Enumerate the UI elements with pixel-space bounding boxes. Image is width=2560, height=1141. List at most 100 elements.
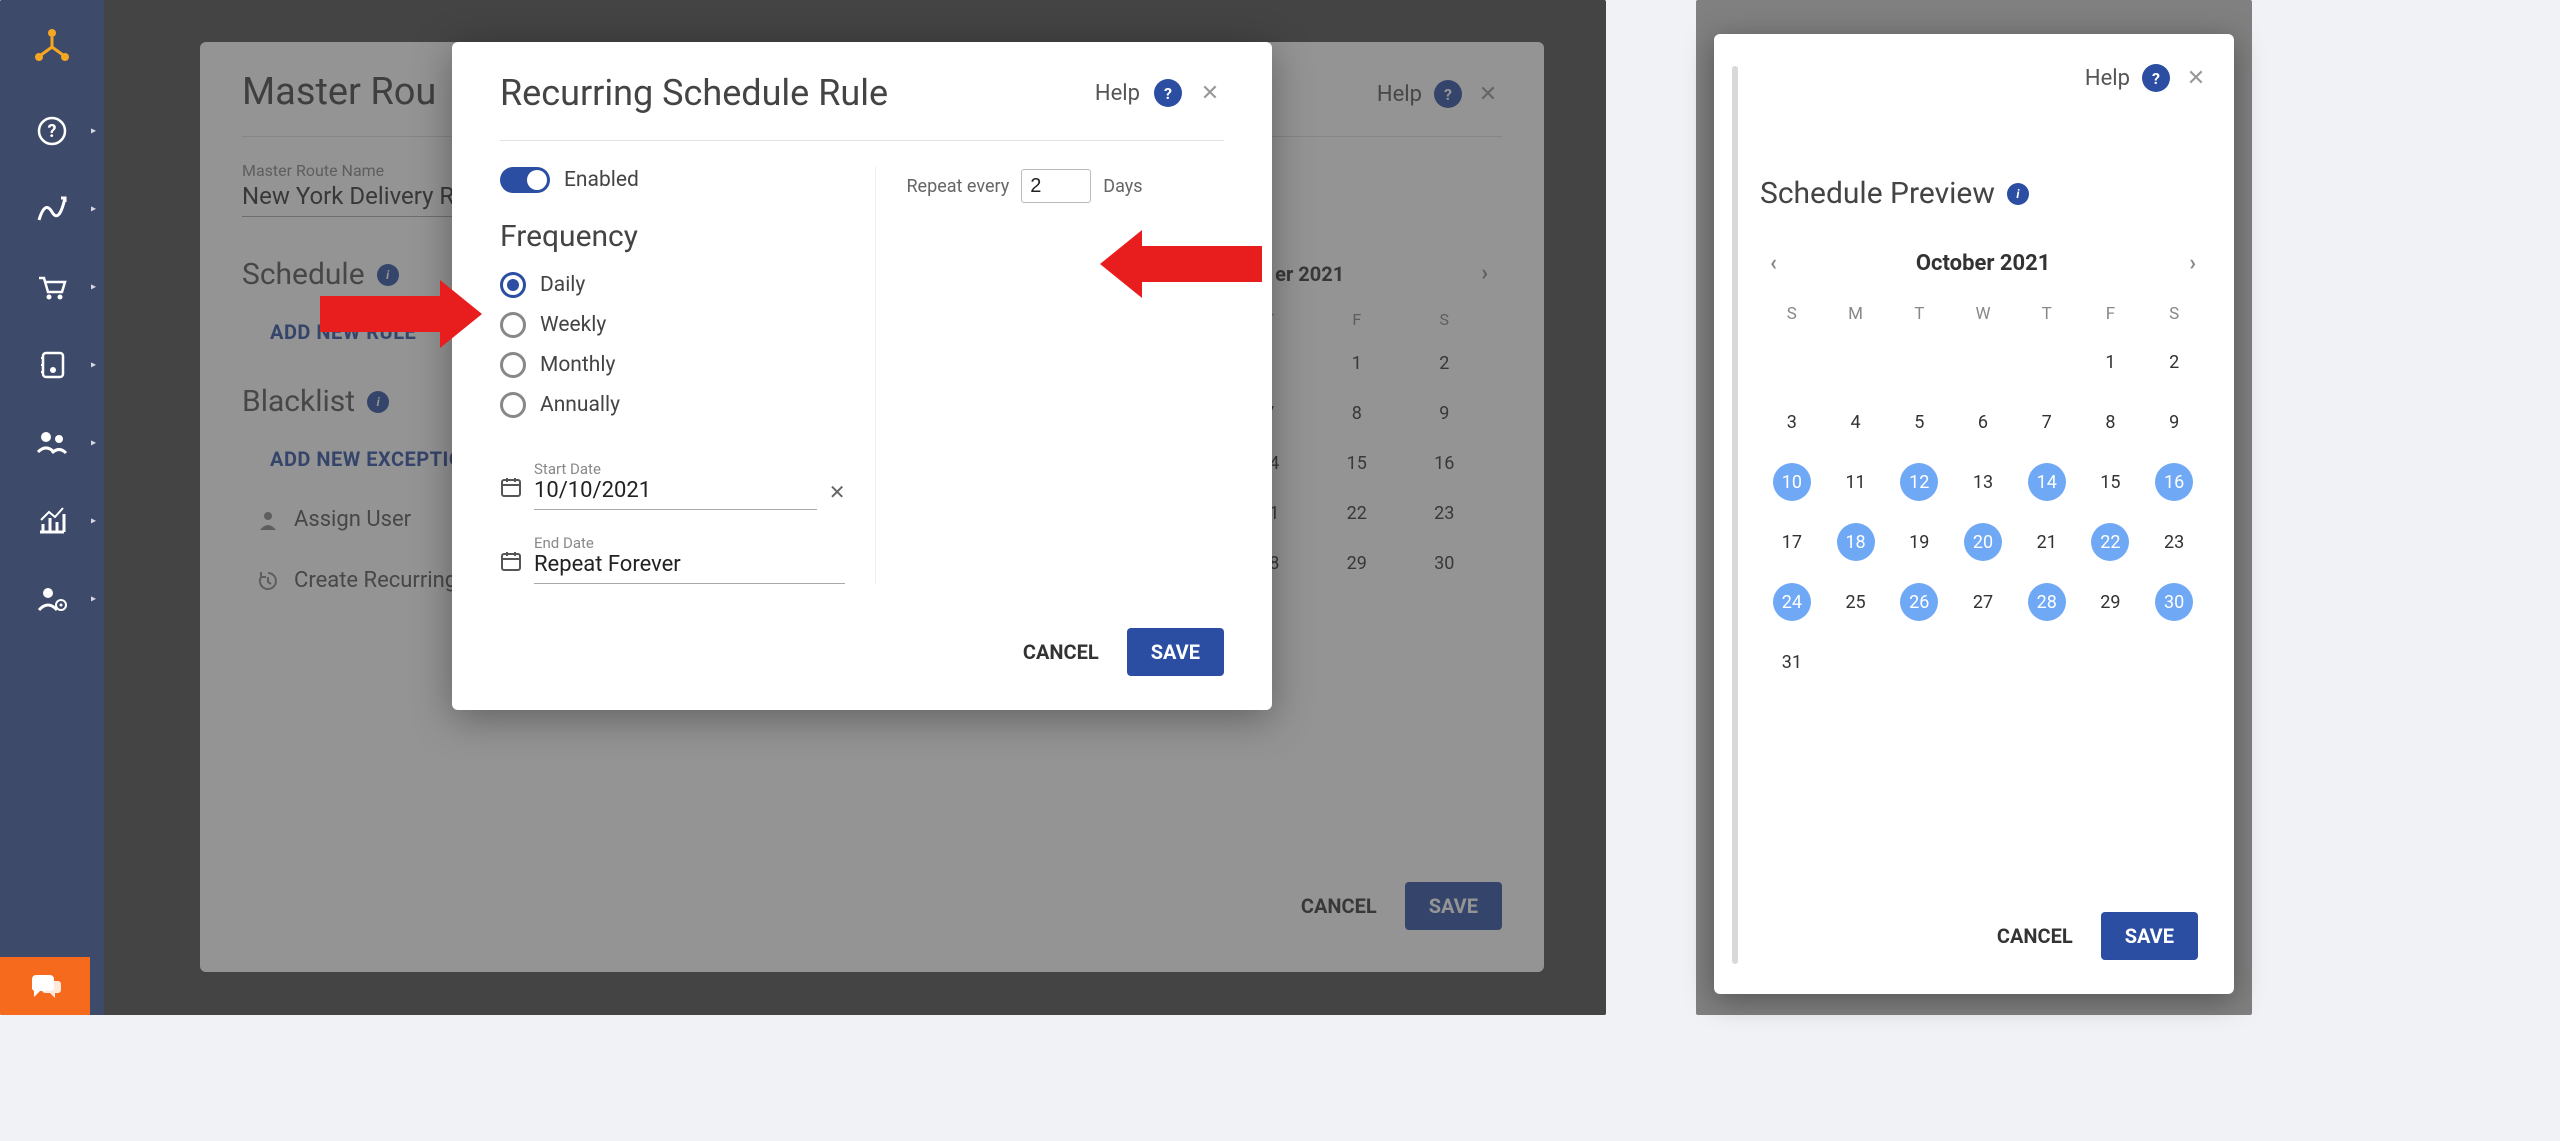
calendar-day[interactable]: 14	[2015, 460, 2079, 504]
save-button[interactable]: SAVE	[2101, 912, 2198, 960]
calendar-day[interactable]: 12	[1887, 460, 1951, 504]
right-help: Help ? ✕	[2085, 64, 2210, 92]
bg-footer: CANCEL SAVE	[1301, 882, 1502, 930]
close-icon[interactable]: ✕	[1474, 80, 1502, 108]
next-month-button[interactable]: ›	[2189, 251, 2196, 276]
calendar-day[interactable]: 19	[1887, 520, 1951, 564]
calendar-day[interactable]: 5	[1887, 400, 1951, 444]
calendar-day[interactable]: 3	[1760, 400, 1824, 444]
calendar-day[interactable]: 8	[2079, 400, 2143, 444]
sidebar-item-orders[interactable]: ▸	[0, 248, 104, 326]
preview-title: Schedule Preview i	[1760, 176, 2206, 211]
end-date-field[interactable]: End Date Repeat Forever	[500, 534, 845, 584]
repeat-every-row: Repeat every Days	[906, 169, 1224, 203]
sidebar-item-team[interactable]: ▸	[0, 404, 104, 482]
frequency-title: Frequency	[500, 219, 845, 254]
calendar-day[interactable]: 9	[2142, 400, 2206, 444]
help-label[interactable]: Help	[1377, 82, 1422, 107]
enabled-toggle[interactable]	[500, 167, 550, 193]
calendar-day[interactable]: 16	[2142, 460, 2206, 504]
calendar-day[interactable]: 15	[2079, 460, 2143, 504]
sidebar-item-analytics[interactable]: ▸	[0, 482, 104, 560]
close-icon[interactable]: ✕	[1196, 79, 1224, 107]
calendar-day[interactable]: 18	[1824, 520, 1888, 564]
info-icon[interactable]: i	[367, 391, 389, 413]
calendar-day[interactable]: 1	[2079, 340, 2143, 384]
team-icon	[33, 424, 71, 462]
radio-annually[interactable]: Annually	[500, 392, 845, 418]
calendar-day	[1824, 640, 1888, 684]
right-screenshot: Help ? ✕ Schedule Preview i ‹ October 20…	[1696, 0, 2252, 1015]
calendar-day[interactable]: 24	[1760, 580, 1824, 624]
calendar-weekday-header: SMTWTFS	[1760, 304, 2206, 324]
calendar-day[interactable]: 23	[2142, 520, 2206, 564]
user-gear-icon	[33, 580, 71, 618]
calendar-day[interactable]: 11	[1824, 460, 1888, 504]
radio-icon	[500, 392, 526, 418]
calendar-day[interactable]: 22	[2079, 520, 2143, 564]
calendar-day[interactable]: 25	[1824, 580, 1888, 624]
calendar-day[interactable]: 29	[2079, 580, 2143, 624]
calendar-day[interactable]: 2	[2142, 340, 2206, 384]
radio-monthly[interactable]: Monthly	[500, 352, 845, 378]
chat-icon	[28, 971, 62, 1001]
recurring-rule-modal: Recurring Schedule Rule Help ? ✕ Enabled…	[452, 42, 1272, 710]
calendar-day	[1951, 640, 2015, 684]
calendar-day[interactable]: 4	[1824, 400, 1888, 444]
calendar-day	[1887, 640, 1951, 684]
sidebar-item-help[interactable]: ? ▸	[0, 92, 104, 170]
prev-month-button[interactable]: ‹	[1770, 251, 1777, 276]
radio-icon	[500, 352, 526, 378]
save-button[interactable]: SAVE	[1405, 882, 1502, 930]
chat-button[interactable]	[0, 957, 90, 1015]
calendar-day[interactable]: 20	[1951, 520, 2015, 564]
radio-daily[interactable]: Daily	[500, 272, 845, 298]
radio-icon	[500, 312, 526, 338]
next-month-button[interactable]: ›	[1481, 261, 1488, 286]
calendar-body: 1234567891011121314151617181920212223242…	[1760, 340, 2206, 684]
info-icon[interactable]: i	[2007, 183, 2029, 205]
help-label[interactable]: Help	[1095, 81, 1140, 106]
calendar-day[interactable]: 26	[1887, 580, 1951, 624]
clear-start-date[interactable]: ✕	[829, 480, 846, 510]
sidebar-item-routes[interactable]: ▸	[0, 170, 104, 248]
sidebar-item-addressbook[interactable]: ▸	[0, 326, 104, 404]
help-icon[interactable]: ?	[2142, 64, 2170, 92]
calendar-day[interactable]: 28	[2015, 580, 2079, 624]
calendar-day[interactable]: 7	[2015, 400, 2079, 444]
modal-title: Recurring Schedule Rule	[500, 72, 888, 114]
calendar-icon	[500, 550, 522, 584]
calendar-day[interactable]: 21	[2015, 520, 2079, 564]
cancel-button[interactable]: CANCEL	[1023, 640, 1099, 664]
calendar-day	[1887, 340, 1951, 384]
calendar-day	[1951, 340, 2015, 384]
calendar-day[interactable]: 13	[1951, 460, 2015, 504]
radio-icon	[500, 272, 526, 298]
addressbook-icon	[33, 346, 71, 384]
calendar-day[interactable]: 17	[1760, 520, 1824, 564]
calendar-day	[2015, 640, 2079, 684]
repeat-value-input[interactable]	[1021, 169, 1091, 203]
cancel-button[interactable]: CANCEL	[1997, 924, 2073, 948]
calendar-day[interactable]: 31	[1760, 640, 1824, 684]
enabled-toggle-row[interactable]: Enabled	[500, 167, 845, 193]
frequency-radio-group: Daily Weekly Monthly Annually	[500, 272, 845, 418]
calendar-day[interactable]: 30	[2142, 580, 2206, 624]
calendar-day[interactable]: 6	[1951, 400, 2015, 444]
radio-weekly[interactable]: Weekly	[500, 312, 845, 338]
calendar-day[interactable]: 10	[1760, 460, 1824, 504]
app-logo	[0, 0, 104, 92]
scrollbar[interactable]	[1732, 66, 1738, 964]
calendar-day	[1824, 340, 1888, 384]
close-icon[interactable]: ✕	[2182, 64, 2210, 92]
annotation-arrow-frequency	[320, 280, 482, 348]
help-icon[interactable]: ?	[1434, 80, 1462, 108]
calendar-day[interactable]: 27	[1951, 580, 2015, 624]
question-circle-icon: ?	[33, 112, 71, 150]
chart-icon	[33, 502, 71, 540]
cancel-button[interactable]: CANCEL	[1301, 894, 1377, 918]
sidebar-item-settings[interactable]: ▸	[0, 560, 104, 638]
start-date-field[interactable]: Start Date 10/10/2021 ✕	[500, 460, 845, 510]
save-button[interactable]: SAVE	[1127, 628, 1224, 676]
help-icon[interactable]: ?	[1154, 79, 1182, 107]
